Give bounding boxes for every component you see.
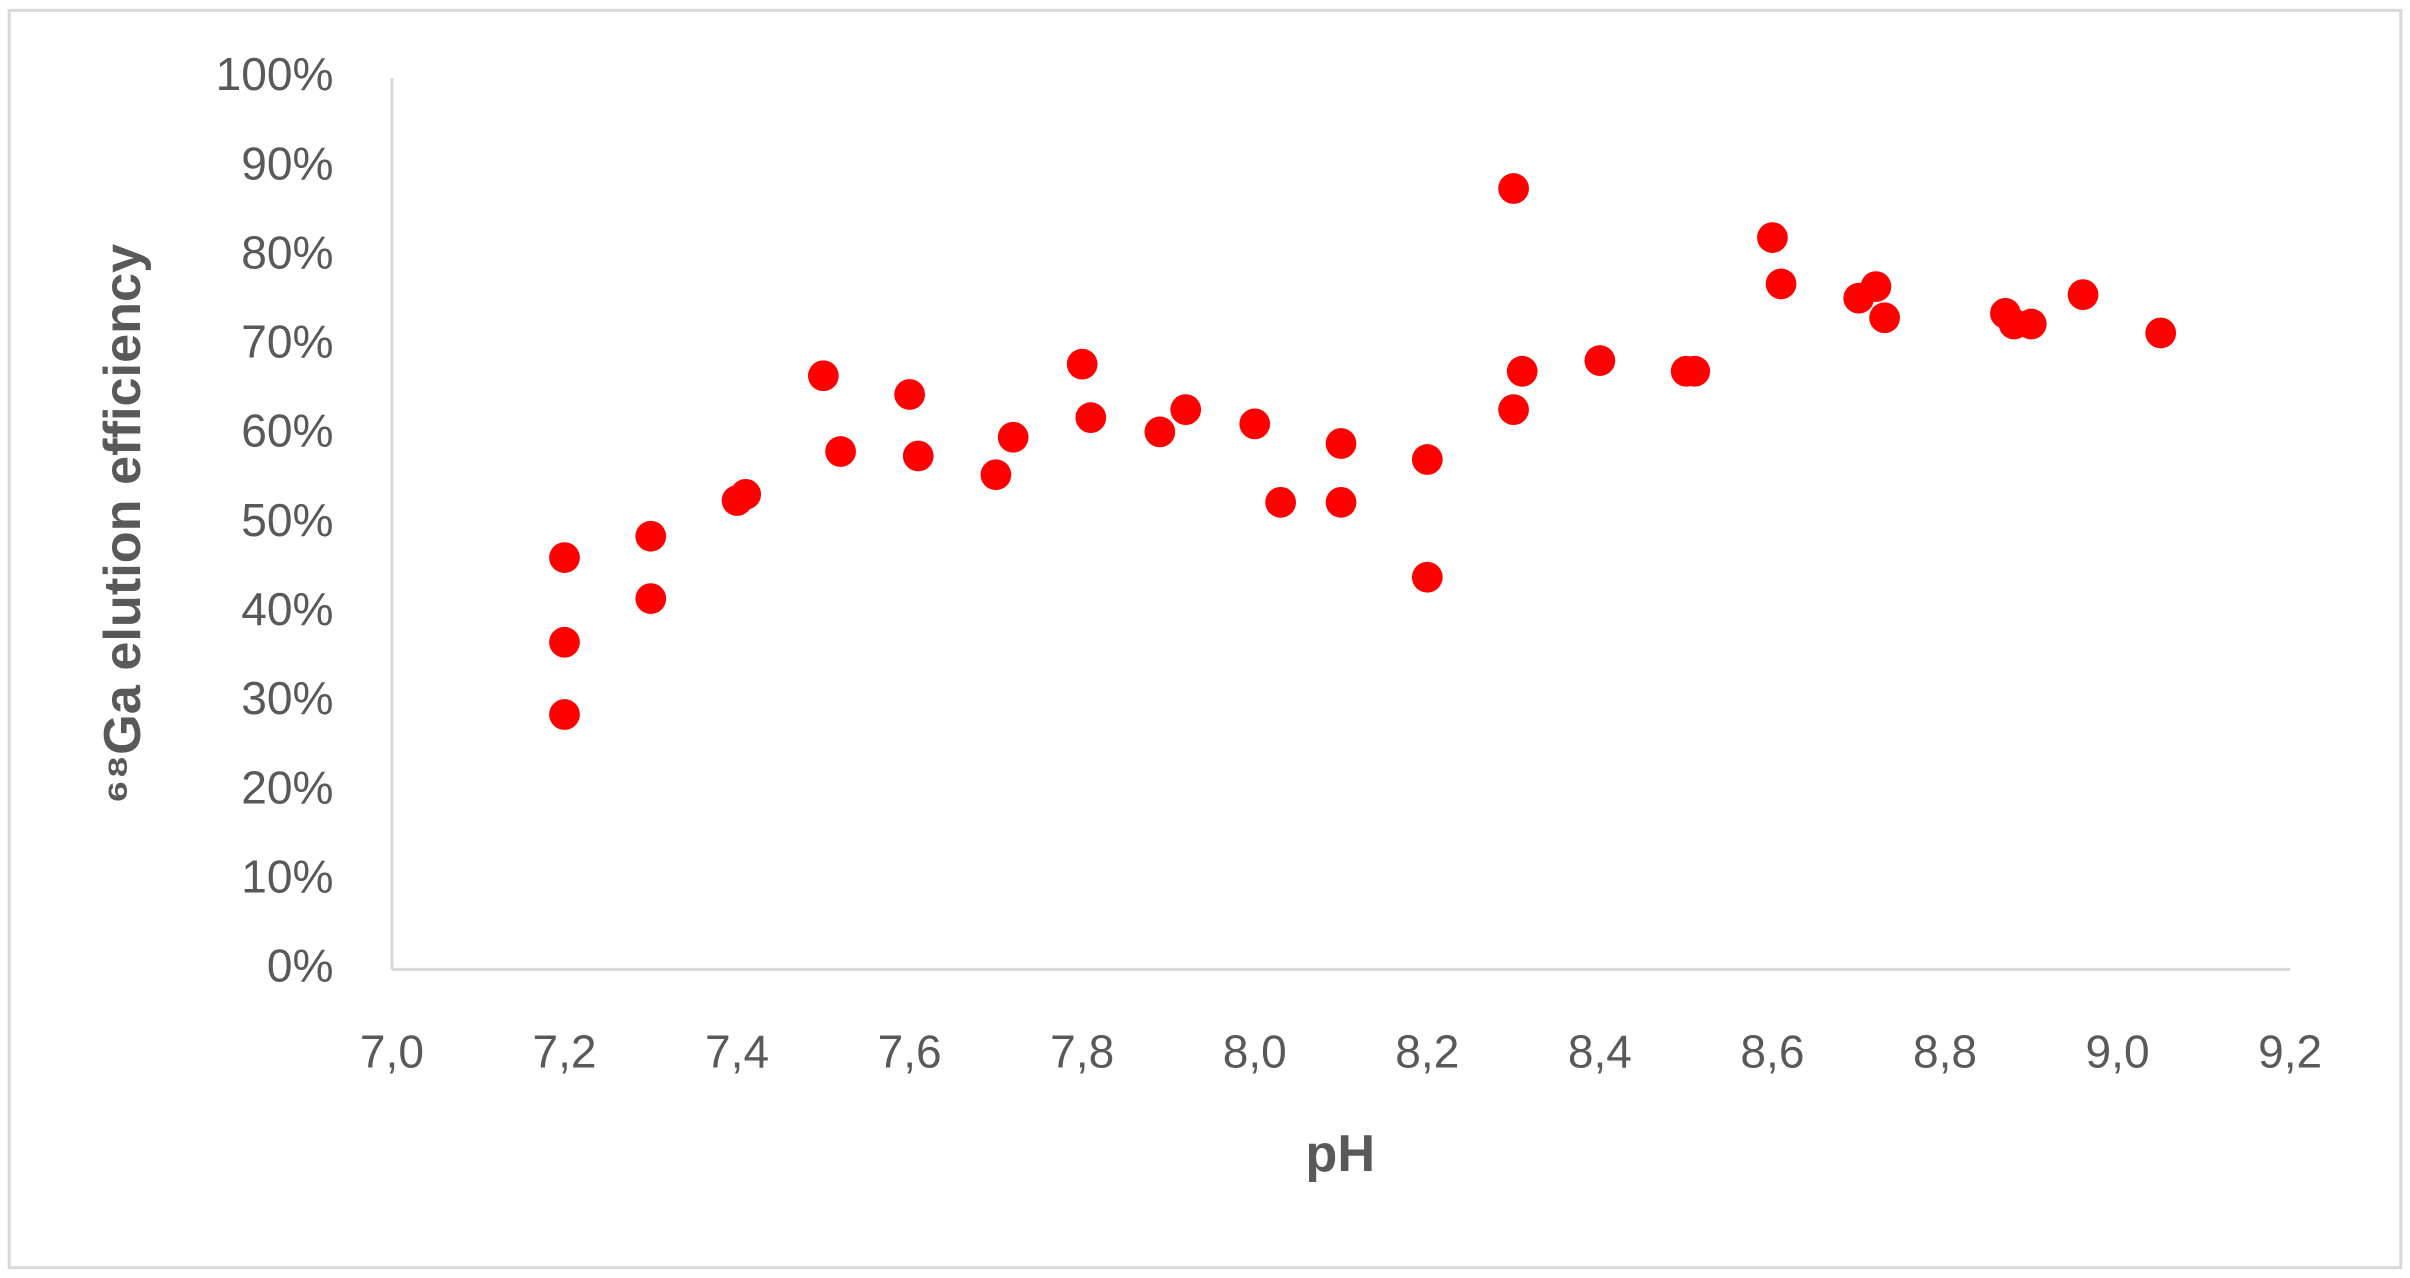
data-point (549, 699, 580, 730)
data-point (1765, 268, 1797, 300)
data-point (1757, 222, 1788, 253)
x-tick-label: 9,2 (2258, 1026, 2322, 1078)
data-point (1325, 428, 1357, 459)
y-tick-label: 20% (241, 761, 333, 813)
data-point (635, 520, 667, 552)
x-tick-label: 8,8 (1913, 1026, 1977, 1078)
data-point (635, 583, 667, 614)
x-tick-label: 8,2 (1395, 1026, 1459, 1078)
x-tick-label: 8,6 (1740, 1026, 1804, 1078)
data-point (1411, 561, 1443, 593)
y-tick-label: 50% (241, 494, 333, 546)
x-tick-label: 7,4 (705, 1026, 769, 1078)
data-point (825, 436, 856, 467)
data-point (1170, 394, 1202, 425)
y-tick-label: 0% (267, 940, 334, 992)
data-point (1679, 355, 1711, 387)
y-tick-label: 80% (241, 226, 333, 278)
data-point (549, 542, 580, 573)
y-tick-label: 70% (241, 316, 333, 368)
y-tick-label: 30% (241, 672, 333, 724)
data-point (549, 626, 580, 658)
data-point (894, 379, 925, 410)
data-point (1498, 173, 1529, 204)
data-point (2067, 279, 2099, 310)
data-point (1506, 355, 1538, 387)
x-tick-label: 7,6 (878, 1026, 942, 1078)
x-tick-label: 7,0 (360, 1026, 424, 1078)
x-tick-label: 8,4 (1568, 1026, 1632, 1078)
data-point (1325, 486, 1357, 518)
data-point (1265, 486, 1296, 518)
x-tick-label: 7,2 (532, 1026, 596, 1078)
data-point (980, 459, 1012, 491)
y-tick-label: 60% (241, 405, 333, 457)
data-point (2145, 317, 2177, 349)
y-axis-label: ⁶⁸Ga elution efficiency (94, 244, 152, 804)
data-point (1869, 302, 1900, 334)
y-tick-label: 40% (241, 583, 333, 635)
x-axis-label: pH (1305, 1125, 1375, 1183)
data-point (1066, 348, 1098, 380)
data-point (902, 440, 934, 472)
data-point (807, 360, 839, 392)
y-tick-label: 100% (216, 48, 334, 100)
data-point (2015, 308, 2047, 340)
data-point (1075, 402, 1107, 434)
x-tick-label: 7,8 (1050, 1026, 1114, 1078)
x-tick-label: 8,0 (1223, 1026, 1287, 1078)
x-tick-label: 9,0 (2086, 1026, 2150, 1078)
data-point (1498, 394, 1529, 425)
y-tick-label: 90% (241, 137, 333, 189)
data-point (1411, 444, 1443, 475)
data-point (730, 478, 762, 510)
chart-border (7, 8, 2403, 1270)
data-point (1584, 345, 1616, 376)
data-point (1239, 408, 1271, 440)
data-point (1860, 271, 1892, 302)
data-point (997, 421, 1029, 453)
y-tick-label: 10% (241, 850, 333, 902)
data-point (1144, 416, 1176, 448)
